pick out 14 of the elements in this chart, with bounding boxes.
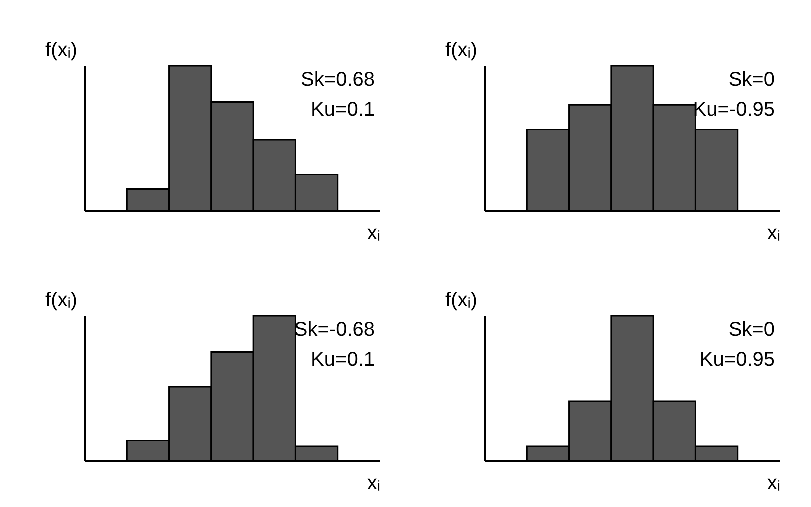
annotation: Ku=0.1 [311,349,375,371]
annotation: Sk=0.68 [301,69,375,91]
y-axis-title: f(xᵢ) [46,40,78,62]
x-axis-title: xᵢ [767,222,780,244]
x-axis-title: xᵢ [367,472,380,494]
annotation: Ku=0.1 [311,99,375,121]
x-axis-title: xᵢ [367,222,380,244]
y-axis-title: f(xᵢ) [446,40,478,62]
annotation: Sk=0 [728,319,775,341]
y-axis-title: f(xᵢ) [46,290,78,312]
annotation: Sk=0 [728,69,775,91]
annotation: Ku=0.95 [700,349,775,371]
x-axis-title: xᵢ [767,472,780,494]
y-axis-title: f(xᵢ) [446,290,478,312]
